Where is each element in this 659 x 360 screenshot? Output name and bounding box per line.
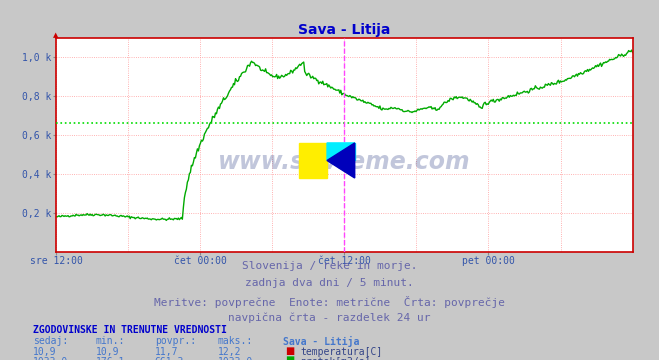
- Text: 1033,0: 1033,0: [33, 357, 68, 360]
- Text: 12,2: 12,2: [217, 347, 241, 357]
- Text: zadnja dva dni / 5 minut.: zadnja dva dni / 5 minut.: [245, 278, 414, 288]
- Text: Slovenija / reke in morje.: Slovenija / reke in morje.: [242, 261, 417, 271]
- Title: Sava - Litija: Sava - Litija: [298, 23, 391, 37]
- Bar: [299, 143, 327, 161]
- Text: 11,7: 11,7: [155, 347, 179, 357]
- Polygon shape: [327, 143, 355, 178]
- Bar: [299, 161, 327, 178]
- Text: pretok[m3/s]: pretok[m3/s]: [301, 357, 371, 360]
- Text: 1033,0: 1033,0: [217, 357, 252, 360]
- Text: temperatura[C]: temperatura[C]: [301, 347, 383, 357]
- Text: ■: ■: [285, 355, 294, 360]
- Text: sedaj:: sedaj:: [33, 336, 68, 346]
- Text: Meritve: povprečne  Enote: metrične  Črta: povprečje: Meritve: povprečne Enote: metrične Črta:…: [154, 296, 505, 307]
- Bar: [327, 143, 355, 161]
- Text: ▲: ▲: [53, 32, 59, 38]
- Text: 661,3: 661,3: [155, 357, 185, 360]
- Text: ZGODOVINSKE IN TRENUTNE VREDNOSTI: ZGODOVINSKE IN TRENUTNE VREDNOSTI: [33, 325, 227, 335]
- Text: navpična črta - razdelek 24 ur: navpična črta - razdelek 24 ur: [228, 313, 431, 323]
- Polygon shape: [327, 143, 355, 161]
- Text: Sava - Litija: Sava - Litija: [283, 336, 360, 347]
- Text: www.si-vreme.com: www.si-vreme.com: [218, 150, 471, 174]
- Text: min.:: min.:: [96, 336, 125, 346]
- Text: ■: ■: [285, 346, 294, 356]
- Text: 10,9: 10,9: [96, 347, 119, 357]
- Text: povpr.:: povpr.:: [155, 336, 196, 346]
- Text: 176,1: 176,1: [96, 357, 125, 360]
- Text: maks.:: maks.:: [217, 336, 252, 346]
- Text: 10,9: 10,9: [33, 347, 57, 357]
